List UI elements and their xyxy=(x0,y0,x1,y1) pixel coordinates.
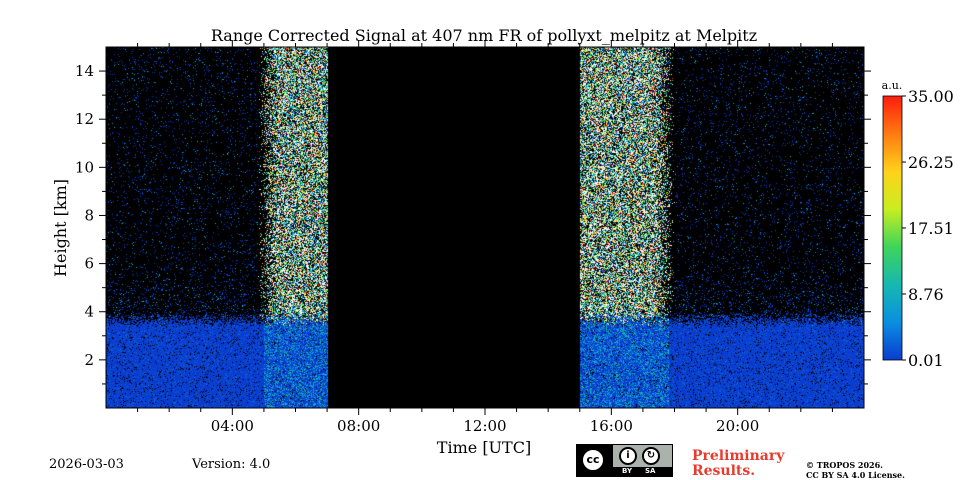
x-tick-label: 08:00 xyxy=(337,417,380,435)
footer-date: 2026-03-03 xyxy=(49,457,124,472)
preliminary-line-2: Results. xyxy=(692,463,756,479)
y-axis-label: Height [km] xyxy=(51,179,70,277)
colorbar-tick-label: 0.01 xyxy=(908,351,944,370)
y-tick-label: 12 xyxy=(75,110,94,128)
x-tick-label: 04:00 xyxy=(211,417,254,435)
cc-icon: cc xyxy=(581,448,605,472)
x-tick-label: 12:00 xyxy=(463,417,506,435)
colorbar-tick-label: 35.00 xyxy=(908,87,954,106)
chart-title: Range Corrected Signal at 407 nm FR of p… xyxy=(211,26,757,45)
x-tick-label: 16:00 xyxy=(590,417,633,435)
copyright-line-2: CC BY SA 4.0 License. xyxy=(806,470,905,480)
colorbar-tick-label: 8.76 xyxy=(908,285,944,304)
y-axis: 2 4 6 8 10 12 14 xyxy=(75,62,871,385)
preliminary-line-1: Preliminary xyxy=(692,448,785,464)
preliminary-notice: Preliminary Results. xyxy=(692,449,784,479)
colorbar xyxy=(883,96,902,360)
y-tick-label: 10 xyxy=(75,158,94,176)
x-axis: 04:00 08:00 12:00 16:00 20:00 xyxy=(137,40,833,435)
cc-badge-strip xyxy=(613,467,672,476)
y-tick-label: 8 xyxy=(84,206,94,224)
share-alike-icon: ↻ xyxy=(642,447,660,465)
x-axis-label: Time [UTC] xyxy=(437,438,531,457)
colorbar-tick-label: 17.51 xyxy=(908,219,954,238)
y-tick-label: 6 xyxy=(84,255,94,273)
plot-area xyxy=(105,46,865,409)
copyright-line-1: © TROPOS 2026. xyxy=(806,460,883,470)
copyright-notice: © TROPOS 2026. CC BY SA 4.0 License. xyxy=(806,460,905,480)
attribution-icon: i xyxy=(619,447,637,465)
footer-version: Version: 4.0 xyxy=(192,457,271,472)
signal-heatmap xyxy=(106,47,864,408)
colorbar-ticks: 0.01 8.76 17.51 26.25 35.00 xyxy=(882,87,954,370)
y-tick-label: 2 xyxy=(84,351,94,369)
cc-by-text: BY xyxy=(622,467,633,475)
cc-license-badge: cc i ↻ BY SA xyxy=(576,444,673,477)
colorbar-unit: a.u. xyxy=(882,79,903,92)
y-tick-label: 14 xyxy=(75,62,94,80)
x-tick-label: 20:00 xyxy=(716,417,759,435)
colorbar-tick-label: 26.25 xyxy=(908,153,954,172)
y-tick-label: 4 xyxy=(84,303,94,321)
cc-sa-text: SA xyxy=(645,467,656,475)
